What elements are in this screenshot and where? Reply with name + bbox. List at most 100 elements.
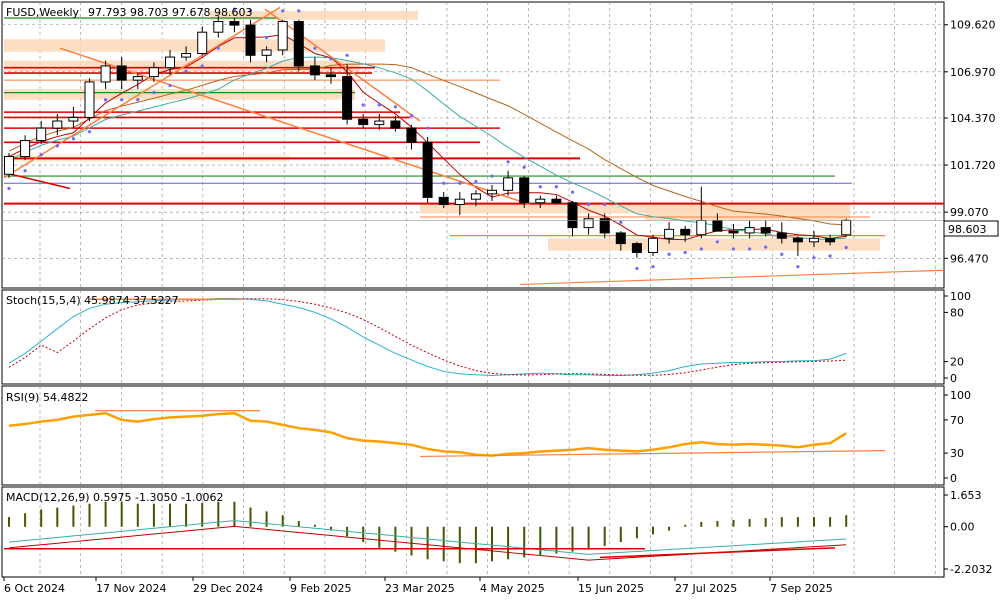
bear-candle — [293, 21, 304, 67]
bull-candle — [470, 193, 481, 200]
bull-candle — [20, 140, 31, 158]
psar-dot — [120, 98, 124, 102]
price-zone — [4, 60, 360, 72]
psar-dot — [651, 265, 655, 269]
psar-dot — [393, 105, 397, 109]
psar-dot — [136, 98, 140, 102]
bull-candle — [648, 237, 658, 253]
bull-candle — [277, 21, 288, 51]
up-trend-line — [3, 6, 281, 179]
time-tick-label: 17 Nov 2024 — [96, 582, 166, 595]
time-tick-label: 9 Feb 2025 — [290, 582, 351, 595]
bear-candle — [406, 127, 417, 143]
axis-tick-label: 70 — [950, 414, 964, 427]
current-price-label: 98.603 — [943, 220, 999, 237]
bear-candle — [825, 237, 836, 243]
time-tick-label: 29 Dec 2024 — [193, 582, 263, 595]
macd-axis: 1.653 0.00 -2.2032 — [944, 489, 992, 576]
axis-tick-label: 0 — [950, 372, 957, 385]
bear-candle — [390, 120, 401, 129]
bull-candle — [197, 31, 208, 55]
stoch-axis: 100 80 20 0 — [944, 290, 971, 385]
bull-candle — [213, 21, 224, 33]
psar-dot — [329, 57, 333, 61]
bull-candle — [503, 177, 514, 191]
axis-tick-label: 100 — [950, 290, 971, 303]
axis-tick-label: -2.2032 — [950, 563, 992, 576]
bear-candle — [551, 198, 562, 204]
psar-dot — [828, 254, 832, 258]
bull-candle — [841, 219, 852, 236]
psar-dot — [844, 245, 848, 250]
axis-tick-label: 100 — [950, 389, 971, 402]
psar-dot — [297, 9, 301, 13]
psar-dot — [104, 98, 108, 102]
bull-candle — [809, 237, 819, 243]
axis-tick-label: 80 — [950, 306, 964, 319]
bull-candle — [68, 116, 79, 122]
stoch-main-line — [8, 297, 847, 377]
psar-dot — [667, 252, 671, 256]
stochastic-pane — [8, 297, 847, 377]
bear-candle — [599, 218, 610, 234]
bear-candle — [712, 219, 723, 232]
grid-lines — [2, 2, 944, 577]
psar-dot — [426, 126, 430, 130]
bull-candle — [535, 198, 546, 204]
stoch-signal-line — [8, 298, 847, 376]
price-zone — [4, 89, 355, 100]
red-trend-line — [3, 171, 71, 190]
bull-candle — [744, 227, 755, 234]
time-tick-label: 4 May 2025 — [480, 582, 545, 595]
psar-dot — [168, 83, 172, 88]
axis-tick-label: 30 — [950, 447, 964, 460]
price-tick-label: 99.070 — [950, 206, 989, 219]
psar-dot — [506, 160, 510, 164]
psar-dot — [281, 9, 285, 13]
price-zone — [4, 39, 385, 52]
psar-dot — [232, 7, 236, 11]
time-tick-label: 23 Mar 2025 — [385, 582, 455, 595]
trend-lines — [3, 6, 945, 286]
psar-dot — [7, 186, 11, 191]
psar-dot — [780, 252, 784, 256]
chart-header-title: FUSD,Weekly — [6, 6, 80, 19]
psar-dot — [200, 64, 204, 68]
psar-dot — [345, 53, 349, 57]
bull-candle — [487, 189, 497, 195]
bull-candle — [36, 127, 47, 142]
bull-candle — [664, 228, 675, 239]
psar-dot — [635, 266, 639, 271]
bull-candle — [374, 120, 385, 126]
bear-candle — [728, 230, 739, 234]
psar-dot — [458, 181, 462, 185]
bear-candle — [792, 237, 803, 243]
psar-dot — [731, 247, 736, 251]
bear-candle — [680, 228, 691, 236]
bull-candle — [696, 219, 707, 236]
bull-candle — [165, 56, 175, 69]
bear-candle — [326, 74, 336, 78]
bull-candle — [148, 67, 159, 78]
macd-pane-frame — [1, 486, 945, 578]
psar-dot — [216, 46, 220, 50]
down-trend-line — [59, 47, 531, 206]
bull-candle — [84, 81, 95, 118]
psar-dot — [522, 165, 526, 169]
bear-candle — [567, 202, 578, 229]
psar-dot — [184, 69, 188, 73]
bear-candle — [776, 232, 787, 239]
bear-candle — [245, 24, 256, 56]
psar-dot — [538, 185, 542, 189]
price-zone — [420, 202, 850, 214]
psar-dot — [748, 247, 752, 251]
bull-candle — [454, 198, 465, 206]
time-tick-label: 27 Jul 2025 — [675, 582, 737, 595]
bear-candle — [229, 21, 240, 26]
macd-line — [8, 520, 847, 555]
psar-dot — [39, 153, 43, 157]
bull-candle — [4, 156, 14, 175]
psar-dot — [699, 247, 703, 251]
psar-dot — [152, 90, 156, 95]
